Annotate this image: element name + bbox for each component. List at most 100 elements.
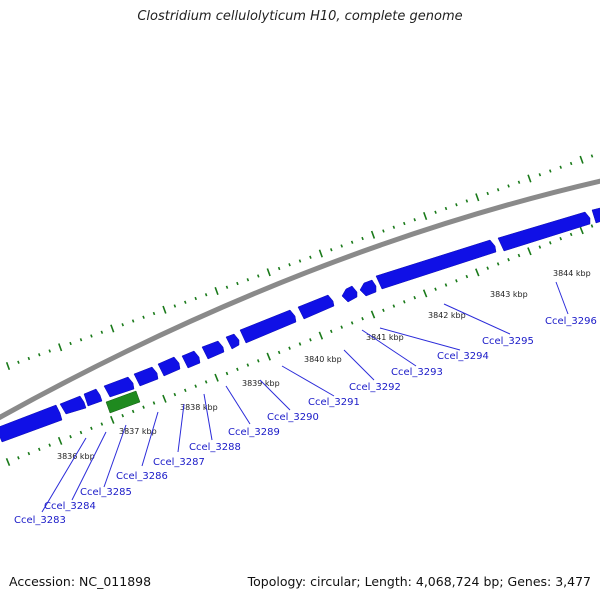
tick-mark xyxy=(350,240,354,244)
tick-mark xyxy=(266,352,271,361)
tick-mark xyxy=(90,334,93,338)
tick-mark xyxy=(214,286,219,296)
gene-arrow[interactable] xyxy=(103,376,135,398)
gene-arrow[interactable] xyxy=(375,239,497,290)
tick-mark xyxy=(422,289,428,298)
tick-mark xyxy=(236,367,239,371)
gene-arrow[interactable] xyxy=(133,366,159,387)
tick-mark xyxy=(162,305,167,314)
tick-mark xyxy=(475,193,480,202)
connector-line xyxy=(203,393,213,441)
tick-mark xyxy=(413,218,416,222)
connector-line xyxy=(555,281,569,315)
connector-line xyxy=(141,411,159,467)
gene-arrow[interactable] xyxy=(497,211,591,252)
gene-label[interactable]: Ccel_3295 xyxy=(482,336,534,347)
tick-mark xyxy=(17,360,20,364)
tick-mark xyxy=(204,293,208,297)
gene-label[interactable]: Ccel_3292 xyxy=(349,382,401,393)
gene-label[interactable]: Ccel_3286 xyxy=(116,471,168,482)
gene-label[interactable]: Ccel_3290 xyxy=(267,412,319,423)
reverse-gene-box[interactable] xyxy=(105,390,141,414)
tick-mark xyxy=(236,281,239,286)
tick-mark xyxy=(548,241,552,245)
gene-label[interactable]: Ccel_3287 xyxy=(153,457,205,468)
tick-mark xyxy=(38,353,41,357)
tick-mark xyxy=(277,266,281,271)
connector-line xyxy=(225,385,251,425)
tick-mark xyxy=(361,236,364,241)
connector-line xyxy=(379,327,461,351)
connector-line xyxy=(361,329,417,367)
tick-mark xyxy=(110,324,115,333)
gene-label[interactable]: Ccel_3296 xyxy=(545,316,597,327)
tick-mark xyxy=(330,248,333,252)
tick-mark xyxy=(298,259,302,263)
gene-arrow[interactable] xyxy=(591,205,600,224)
tick-mark xyxy=(392,225,396,229)
tick-mark xyxy=(444,283,448,287)
gene-arrow[interactable] xyxy=(359,279,377,297)
gene-arrow[interactable] xyxy=(181,350,201,369)
gene-arrow[interactable] xyxy=(297,294,335,320)
gene-arrow[interactable] xyxy=(341,285,358,303)
tick-mark xyxy=(17,456,20,460)
gene-label[interactable]: Ccel_3294 xyxy=(437,351,489,362)
gene-label[interactable]: Ccel_3285 xyxy=(80,487,132,498)
gene-label[interactable]: Ccel_3289 xyxy=(228,427,280,438)
tick-mark xyxy=(569,161,573,166)
tick-mark xyxy=(507,258,510,262)
accession-text: Accession: NC_011898 xyxy=(9,574,152,589)
gene-label[interactable]: Ccel_3291 xyxy=(308,397,360,408)
tick-mark xyxy=(590,154,594,158)
tick-mark xyxy=(517,253,521,258)
tick-mark xyxy=(194,296,197,301)
gene-arrow[interactable] xyxy=(201,340,225,360)
tick-mark xyxy=(69,435,72,439)
tick-mark xyxy=(162,394,167,403)
gene-arrow[interactable] xyxy=(225,333,240,350)
scale-label: 3841 kbp xyxy=(366,333,404,342)
gene-arrow[interactable] xyxy=(59,395,87,415)
map-title: Clostridium cellulolyticum H10, complete… xyxy=(137,9,463,24)
tick-mark xyxy=(110,415,115,424)
scale-label: 3844 kbp xyxy=(553,269,591,278)
tick-mark xyxy=(486,266,490,270)
tick-mark xyxy=(434,287,437,291)
tick-mark xyxy=(257,274,260,278)
gene-label[interactable]: Ccel_3284 xyxy=(44,501,96,512)
tick-mark xyxy=(340,244,343,248)
gene-label[interactable]: Ccel_3293 xyxy=(391,367,443,378)
tick-mark xyxy=(37,447,41,452)
tick-mark xyxy=(340,325,344,329)
gene-label[interactable]: Ccel_3283 xyxy=(14,515,66,526)
tick-mark xyxy=(475,268,480,277)
gene-arrow[interactable] xyxy=(0,404,63,443)
scale-label: 3843 kbp xyxy=(490,290,528,299)
tick-mark xyxy=(527,247,532,256)
gene-arrow[interactable] xyxy=(157,356,181,377)
tick-mark xyxy=(318,249,323,258)
gene-arrow[interactable] xyxy=(239,309,297,344)
tick-mark xyxy=(48,443,52,447)
tick-mark xyxy=(288,263,291,267)
connector-line xyxy=(281,365,335,397)
tick-mark xyxy=(382,308,385,312)
connector-line xyxy=(103,424,127,488)
tick-mark xyxy=(465,274,469,279)
tick-mark xyxy=(57,436,63,445)
gene-arrow[interactable] xyxy=(83,388,103,407)
gene-label[interactable]: Ccel_3288 xyxy=(189,442,241,453)
tick-mark xyxy=(5,457,11,467)
tick-mark xyxy=(27,451,31,456)
tick-mark xyxy=(382,229,385,233)
tick-mark xyxy=(184,300,187,304)
tick-mark xyxy=(465,199,469,203)
tick-mark xyxy=(538,245,542,249)
scale-label: 3838 kbp xyxy=(180,403,218,412)
tick-mark xyxy=(100,422,104,426)
tick-mark xyxy=(121,413,125,418)
tick-mark xyxy=(204,380,208,384)
tick-mark xyxy=(423,211,428,221)
tick-mark xyxy=(256,359,260,363)
